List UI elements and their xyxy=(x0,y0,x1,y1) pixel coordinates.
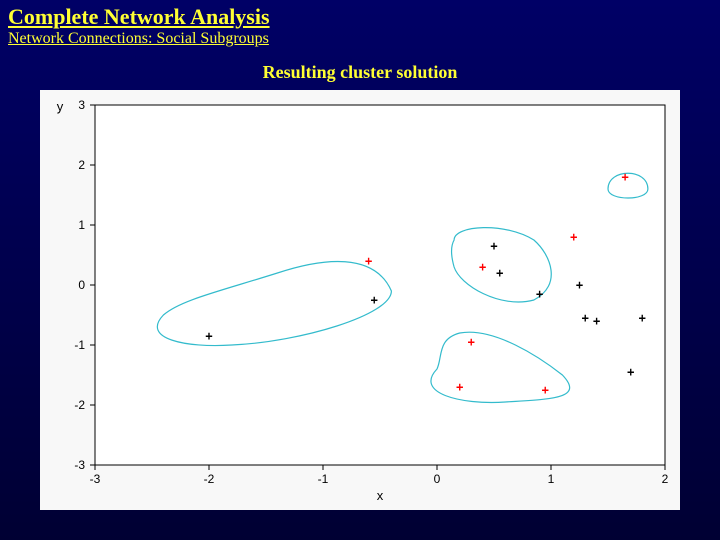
data-point: + xyxy=(371,293,378,307)
data-point: + xyxy=(582,311,589,325)
data-point: + xyxy=(365,254,372,268)
x-tick-label: -2 xyxy=(204,472,215,486)
y-tick-label: -2 xyxy=(74,398,85,412)
data-point: + xyxy=(479,260,486,274)
y-axis-label: y xyxy=(57,99,64,114)
y-tick-label: 3 xyxy=(78,98,85,112)
data-point: + xyxy=(570,230,577,244)
slide-subtitle: Network Connections: Social Subgroups xyxy=(8,30,269,48)
data-point: + xyxy=(205,329,212,343)
data-point: + xyxy=(627,365,634,379)
slide-title: Complete Network Analysis xyxy=(8,4,270,30)
data-point: + xyxy=(576,278,583,292)
y-tick-label: 2 xyxy=(78,158,85,172)
x-tick-label: -3 xyxy=(90,472,101,486)
data-point: + xyxy=(456,380,463,394)
x-tick-label: -1 xyxy=(318,472,329,486)
y-tick-label: 0 xyxy=(78,278,85,292)
data-point: + xyxy=(496,266,503,280)
chart-title: Resulting cluster solution xyxy=(0,62,720,83)
data-point: + xyxy=(536,287,543,301)
x-tick-label: 1 xyxy=(548,472,555,486)
y-tick-label: -1 xyxy=(74,338,85,352)
y-tick-label: -3 xyxy=(74,458,85,472)
chart-svg: -3 -2 -1 0 1 2 -3 -2 -1 0 1 2 3 x y + + + + + + + + + + + + + + + + + xyxy=(40,90,680,510)
data-point: + xyxy=(639,311,646,325)
data-point: + xyxy=(490,239,497,253)
x-tick-label: 2 xyxy=(662,472,669,486)
x-tick-label: 0 xyxy=(434,472,441,486)
data-point: + xyxy=(621,170,628,184)
slide: Complete Network Analysis Network Connec… xyxy=(0,0,720,540)
data-point: + xyxy=(542,383,549,397)
data-point: + xyxy=(593,314,600,328)
x-axis-label: x xyxy=(377,488,384,503)
y-tick-label: 1 xyxy=(78,218,85,232)
scatter-chart: -3 -2 -1 0 1 2 -3 -2 -1 0 1 2 3 x y + + + + + + + + + + + + + + + + + xyxy=(40,90,680,510)
data-point: + xyxy=(468,335,475,349)
